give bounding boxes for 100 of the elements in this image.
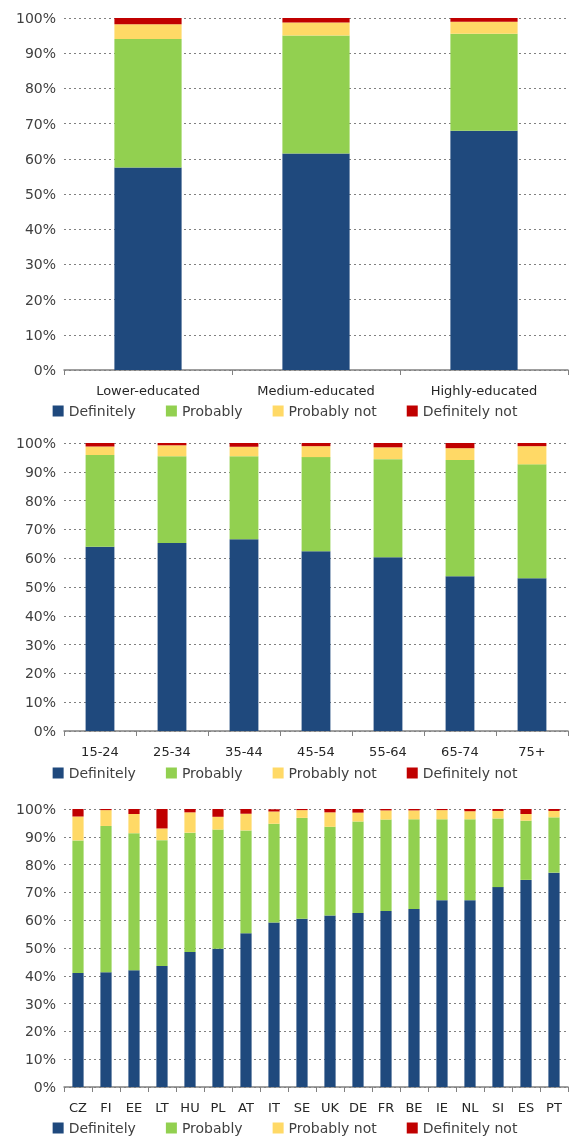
x-tick-label: PT <box>546 1100 562 1115</box>
bar <box>352 812 364 822</box>
legend-label: Probably <box>181 765 243 781</box>
x-tick-label: 65-74 <box>441 744 479 759</box>
bar <box>100 810 112 826</box>
y-tick-label: 50% <box>24 940 56 956</box>
bar <box>229 539 259 731</box>
y-tick-label: 80% <box>24 856 56 873</box>
x-tick-label: SE <box>293 1100 311 1115</box>
bar <box>212 948 224 1087</box>
bar <box>72 840 84 974</box>
bar <box>240 813 252 831</box>
bar <box>240 933 252 1087</box>
x-tick-label: Lower-educated <box>96 383 200 398</box>
bar <box>464 819 476 901</box>
y-tick-label: 10% <box>24 1051 56 1068</box>
y-tick-label: 90% <box>24 45 56 62</box>
bar <box>229 446 259 457</box>
bar <box>464 900 476 1087</box>
bar <box>520 820 532 880</box>
y-tick-label: 70% <box>24 521 56 538</box>
x-tick-label: Highly-educated <box>430 383 538 398</box>
bar <box>445 576 475 731</box>
bar <box>352 912 364 1087</box>
bar <box>156 809 168 829</box>
bar <box>128 814 140 834</box>
y-tick-label: 40% <box>24 967 56 984</box>
y-tick-label: 30% <box>24 636 56 653</box>
bar <box>114 167 182 370</box>
y-tick-label: 90% <box>24 828 56 845</box>
bar <box>492 810 504 819</box>
x-tick-label: DE <box>348 1100 368 1115</box>
bar <box>282 153 350 370</box>
y-tick-label: 40% <box>24 221 56 238</box>
x-tick-label: BE <box>405 1100 423 1115</box>
legend-label: Definitely not <box>422 1120 518 1136</box>
bar <box>450 33 518 131</box>
bar <box>380 810 392 820</box>
bar <box>408 819 420 910</box>
bar <box>352 809 364 813</box>
bar <box>128 970 140 1087</box>
bar <box>157 456 187 543</box>
x-tick-label: ES <box>517 1100 535 1115</box>
x-tick-label: IT <box>268 1100 280 1115</box>
bar <box>268 811 280 824</box>
bar <box>184 812 196 833</box>
bar <box>229 443 259 447</box>
bar <box>464 809 476 812</box>
y-tick-label: 70% <box>24 884 56 901</box>
bar <box>296 918 308 1087</box>
y-tick-label: 0% <box>33 1079 56 1095</box>
bar <box>380 819 392 912</box>
bar <box>85 455 115 547</box>
legend-label: Probably not <box>288 403 378 419</box>
legend-label: Definitely <box>68 765 136 781</box>
bar <box>229 456 259 540</box>
y-tick-label: 60% <box>24 912 56 929</box>
bar <box>128 833 140 971</box>
x-tick-label: CZ <box>69 1100 88 1115</box>
bar <box>212 829 224 949</box>
bar <box>517 446 547 465</box>
legend-label: Probably <box>181 403 243 419</box>
bar <box>268 922 280 1087</box>
bar <box>114 24 182 40</box>
bar <box>282 18 350 23</box>
legend-label: Probably not <box>288 1120 378 1136</box>
bar <box>324 812 336 827</box>
bar <box>184 951 196 1087</box>
bar <box>408 909 420 1087</box>
bar <box>380 911 392 1087</box>
x-tick-label: IE <box>435 1100 449 1115</box>
bar <box>296 817 308 919</box>
x-tick-label: HU <box>180 1100 200 1115</box>
bar <box>157 542 187 731</box>
bar <box>548 872 560 1087</box>
bar <box>520 879 532 1087</box>
y-tick-label: 100% <box>15 435 56 451</box>
bar <box>436 819 448 901</box>
legend-label: Definitely not <box>422 765 518 781</box>
y-tick-label: 70% <box>24 115 56 132</box>
bar <box>85 446 115 456</box>
bar <box>240 809 252 814</box>
legend-label: Definitely not <box>422 403 518 419</box>
bar <box>156 840 168 967</box>
bar <box>492 887 504 1087</box>
legend-label: Probably <box>181 1120 243 1136</box>
y-tick-label: 20% <box>24 665 56 682</box>
bar <box>373 447 403 460</box>
y-tick-label: 40% <box>24 607 56 624</box>
y-tick-label: 100% <box>15 801 56 817</box>
y-tick-label: 10% <box>24 694 56 711</box>
y-tick-label: 20% <box>24 1023 56 1040</box>
bar <box>352 821 364 913</box>
x-tick-label: SI <box>491 1100 505 1115</box>
bar <box>445 448 475 460</box>
bar <box>450 18 518 22</box>
bar <box>301 457 331 552</box>
x-tick-label: NL <box>461 1100 480 1115</box>
y-tick-label: 30% <box>24 995 56 1012</box>
bar <box>240 830 252 934</box>
